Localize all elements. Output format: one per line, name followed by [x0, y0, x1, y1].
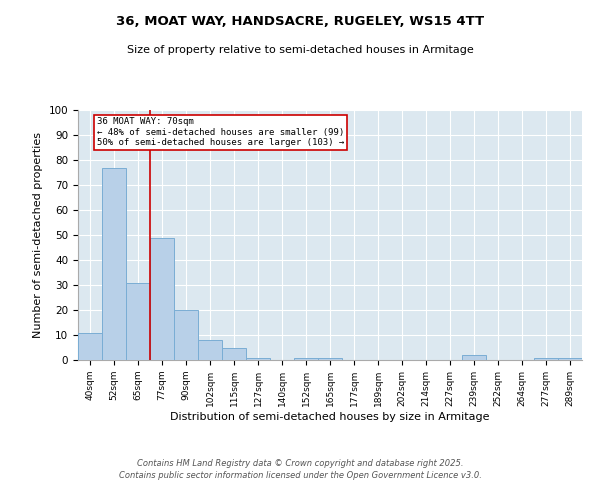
Bar — [222, 348, 246, 360]
Text: 36, MOAT WAY, HANDSACRE, RUGELEY, WS15 4TT: 36, MOAT WAY, HANDSACRE, RUGELEY, WS15 4… — [116, 15, 484, 28]
Bar — [126, 282, 150, 360]
Bar — [246, 358, 270, 360]
Bar — [102, 168, 126, 360]
X-axis label: Distribution of semi-detached houses by size in Armitage: Distribution of semi-detached houses by … — [170, 412, 490, 422]
Bar — [78, 332, 102, 360]
Text: Size of property relative to semi-detached houses in Armitage: Size of property relative to semi-detach… — [127, 45, 473, 55]
Bar — [318, 358, 342, 360]
Bar — [534, 358, 558, 360]
Bar — [150, 238, 174, 360]
Text: Contains HM Land Registry data © Crown copyright and database right 2025.
Contai: Contains HM Land Registry data © Crown c… — [119, 458, 481, 480]
Text: 36 MOAT WAY: 70sqm
← 48% of semi-detached houses are smaller (99)
50% of semi-de: 36 MOAT WAY: 70sqm ← 48% of semi-detache… — [97, 118, 344, 148]
Y-axis label: Number of semi-detached properties: Number of semi-detached properties — [33, 132, 43, 338]
Bar — [558, 358, 582, 360]
Bar — [294, 358, 318, 360]
Bar — [174, 310, 198, 360]
Bar — [462, 355, 486, 360]
Bar — [198, 340, 222, 360]
